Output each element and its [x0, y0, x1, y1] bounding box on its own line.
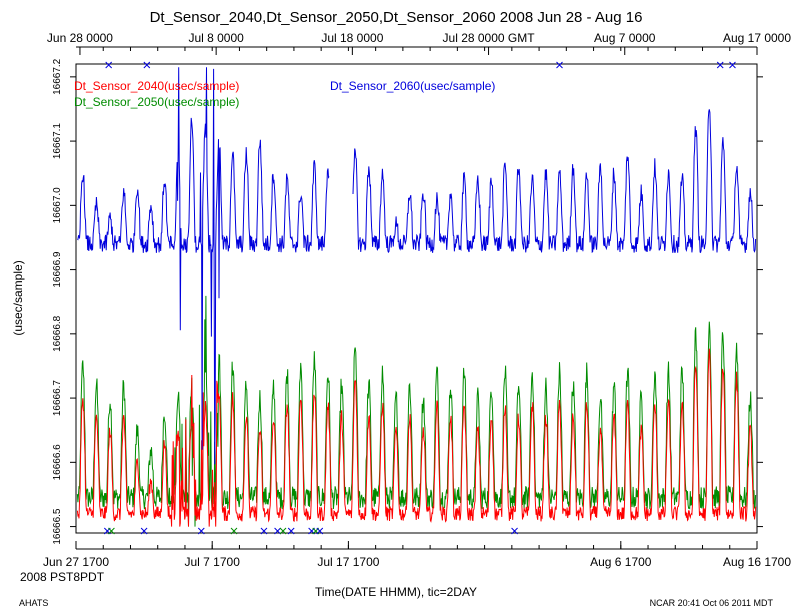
data-markers — [103, 61, 736, 535]
y-axis-ticks: 16666.5 16666.6 16666.7 16666.8 16666.9 16667… — [52, 58, 763, 545]
y-tick-label: 16666.6 — [52, 444, 63, 481]
x-marker — [316, 527, 324, 535]
x-marker — [729, 61, 736, 69]
x-marker — [230, 527, 238, 535]
series-line-0 — [76, 348, 757, 527]
bottom-axis-sublabel: 2008 PST8PDT — [20, 570, 105, 584]
bottom-tick-label: Jul 7 1700 — [185, 555, 241, 569]
x-marker — [140, 527, 148, 535]
x-marker — [287, 527, 295, 535]
top-tick-label: Jul 8 0000 — [188, 31, 244, 45]
footer-right: NCAR 20:41 Oct 06 2011 MDT — [650, 598, 774, 608]
x-marker — [511, 527, 518, 535]
x-marker — [105, 61, 113, 69]
y-tick-label: 16667.1 — [52, 123, 63, 160]
x-marker — [108, 527, 115, 535]
y-tick-label: 16666.7 — [52, 380, 63, 417]
legend-2050: Dt_Sensor_2050(usec/sample) — [74, 95, 239, 109]
y-tick-label: 16666.9 — [52, 251, 63, 288]
top-axis-ticks: Jun 28 0000 Jul 8 0000 Jul 18 0000 Jul 28 0… — [47, 31, 791, 55]
x-marker — [556, 61, 563, 69]
footer-left: AHATS — [19, 598, 48, 608]
legend-2040: Dt_Sensor_2040(usec/sample) — [74, 79, 239, 93]
top-tick-label: Aug 17 0000 — [723, 31, 791, 45]
bottom-tick-label: Jul 17 1700 — [317, 555, 379, 569]
bottom-tick-label: Aug 16 1700 — [723, 555, 791, 569]
x-marker — [260, 527, 268, 535]
top-tick-label: Jun 28 0000 — [47, 31, 113, 45]
bottom-axis-ticks: Jun 27 1700 Jul 7 1700 Jul 17 1700 Aug 6 17… — [43, 541, 791, 569]
y-tick-label: 16667.2 — [52, 58, 63, 95]
series-line-1 — [76, 295, 757, 527]
y-tick-label: 16666.5 — [52, 508, 63, 545]
plot-frame — [75, 63, 758, 534]
top-tick-label: Jul 18 0000 — [321, 31, 383, 45]
series-line-2 — [352, 109, 757, 254]
y-tick-label: 16667.0 — [52, 187, 63, 224]
series-line-2 — [77, 67, 330, 465]
x-axis-label: Time(DATE HHMM), tic=2DAY — [315, 585, 477, 599]
bottom-tick-label: Jun 27 1700 — [43, 555, 109, 569]
x-marker — [279, 527, 287, 535]
top-tick-label: Jul 28 0000 GMT — [443, 31, 536, 45]
y-axis-label: (usec/sample) — [11, 260, 25, 335]
chart-title: Dt_Sensor_2040,Dt_Sensor_2050,Dt_Sensor_… — [150, 9, 643, 26]
x-marker — [197, 527, 205, 535]
top-tick-label: Aug 7 0000 — [594, 31, 656, 45]
y-tick-label: 16666.8 — [52, 315, 63, 352]
series-layer — [76, 67, 757, 527]
bottom-tick-label: Aug 6 1700 — [590, 555, 652, 569]
x-marker — [716, 61, 724, 69]
legend-2060: Dt_Sensor_2060(usec/sample) — [330, 79, 495, 93]
x-marker — [274, 527, 281, 535]
x-marker — [143, 61, 151, 69]
